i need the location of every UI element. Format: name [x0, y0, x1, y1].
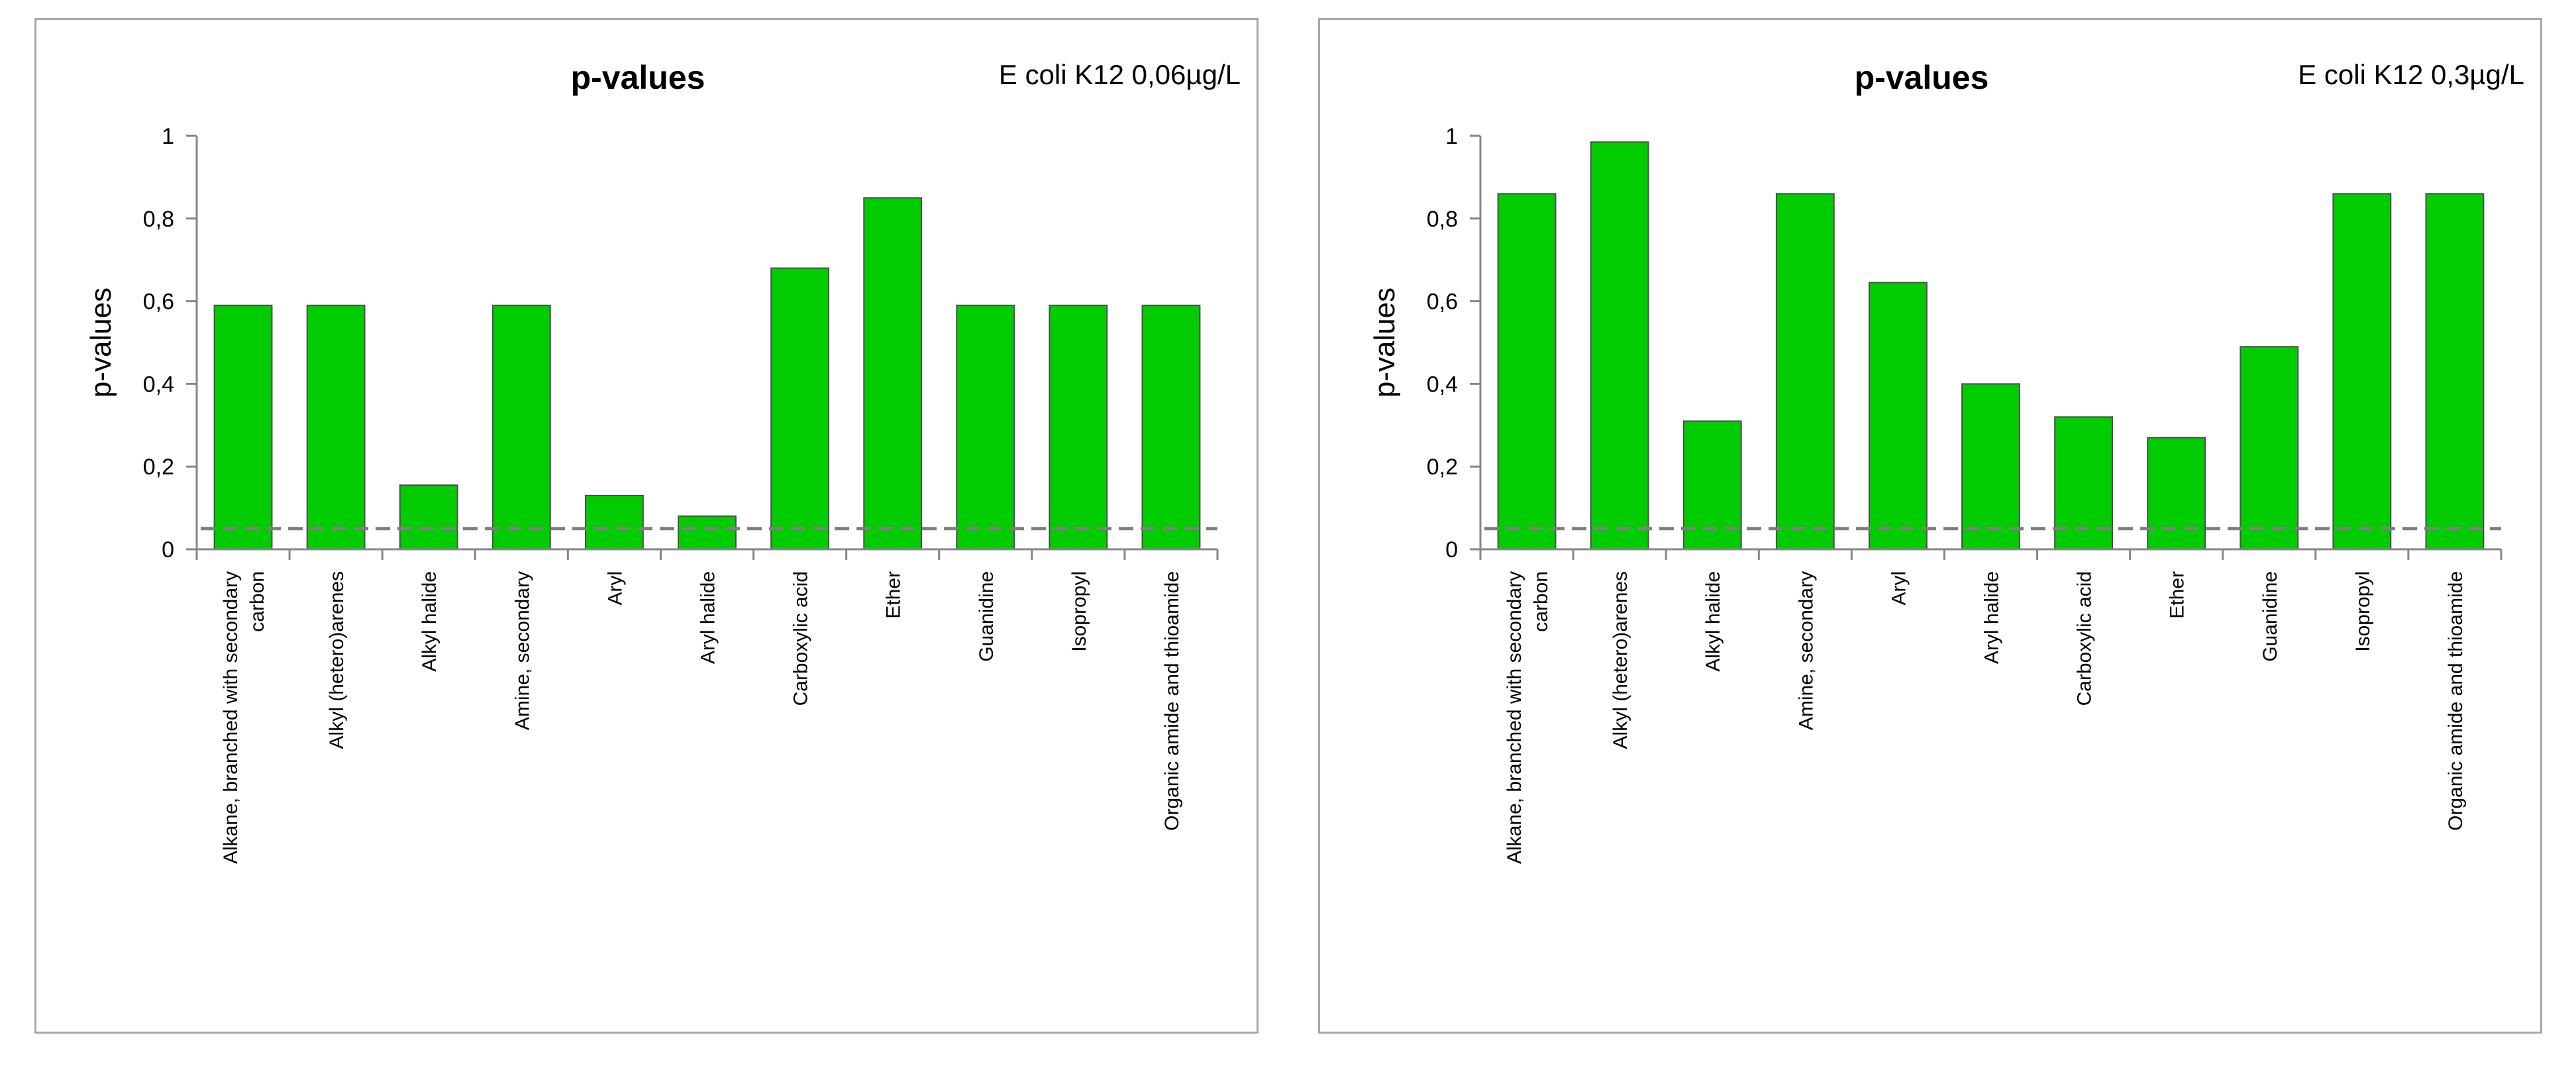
x-category-label: Guanidine: [2259, 571, 2281, 662]
x-category-label: Ether: [2167, 571, 2189, 619]
x-category-label: Carboxylic acid: [2074, 571, 2096, 706]
bar: [863, 197, 923, 551]
bar: [678, 515, 737, 551]
bar: [1775, 193, 1835, 550]
x-category-label: Aryl halide: [697, 571, 719, 664]
x-category-label: Alkane, branched with secondary: [220, 571, 242, 864]
y-axis-label: p-values: [85, 288, 117, 398]
chart-svg-right: p-values E coli K12 0,3µg/L p-values 0 0,2 0,…: [1368, 59, 2524, 864]
y-tick-label: 0,8: [1427, 207, 1458, 232]
bar: [399, 484, 458, 551]
x-category-label: Guanidine: [976, 571, 998, 662]
chart-title: p-values: [571, 59, 705, 96]
bar: [2425, 193, 2485, 550]
x-category-label: Alkyl (hetero)arenes: [326, 571, 348, 749]
x-category-label: Amine, secondary: [511, 571, 533, 730]
y-tick-label: 0,8: [143, 207, 174, 232]
bar: [1590, 141, 1649, 551]
bar: [1049, 304, 1108, 550]
x-category-label: Alkyl halide: [419, 571, 440, 672]
bar: [1141, 304, 1201, 550]
bar: [491, 304, 551, 550]
chart-subtitle: E coli K12 0,3µg/L: [2298, 59, 2524, 90]
bar: [1961, 383, 2020, 551]
bar: [213, 304, 273, 550]
chart-panel-right: p-values E coli K12 0,3µg/L p-values 0 0,2 0,…: [1318, 18, 2542, 1034]
x-category-label: Isopropyl: [2352, 571, 2374, 652]
x-category-label: Carboxylic acid: [790, 571, 812, 706]
x-category-label: Organic amide and thioamide: [1161, 571, 1183, 831]
x-category-label: Amine, secondary: [1795, 571, 1817, 730]
x-category-label: Isopropyl: [1068, 571, 1090, 652]
bar: [770, 267, 830, 550]
x-category-label: Aryl halide: [1981, 571, 2003, 664]
y-tick-label: 0: [162, 537, 174, 563]
x-category-label: Alkyl halide: [1702, 571, 1724, 672]
y-tick-label: 0,4: [143, 372, 174, 397]
y-tick-label: 0,2: [1427, 455, 1458, 480]
x-category-label: Ether: [883, 571, 905, 619]
bar: [306, 304, 366, 550]
x-category-label: carbon: [246, 571, 268, 632]
y-tick-label: 0,2: [143, 455, 174, 480]
x-category-label: carbon: [1530, 571, 1552, 632]
chart-subtitle: E coli K12 0,06µg/L: [999, 59, 1241, 90]
chart-title: p-values: [1855, 59, 1989, 96]
chart-panel-left: p-values E coli K12 0,06µg/L p-values 0 0,2 0…: [34, 18, 1259, 1034]
y-tick-label: 1: [1445, 124, 1458, 149]
y-tick-label: 0,6: [143, 290, 174, 315]
bar: [956, 304, 1015, 550]
bar: [584, 494, 644, 551]
y-tick-label: 0: [1445, 537, 1458, 563]
y-axis-label: p-values: [1368, 288, 1401, 398]
x-category-label: Aryl: [1888, 571, 1910, 606]
y-tick-label: 1: [162, 124, 174, 149]
bar: [2332, 193, 2392, 550]
chart-svg-left: p-values E coli K12 0,06µg/L p-values 0 0,2 0…: [85, 59, 1241, 864]
bar: [1868, 282, 1928, 550]
bar: [1497, 193, 1557, 550]
y-tick-label: 0,4: [1427, 372, 1458, 397]
x-category-label: Alkyl (hetero)arenes: [1610, 571, 1631, 749]
bar: [2147, 437, 2206, 551]
x-category-label: Alkane, branched with secondary: [1504, 571, 1525, 864]
y-tick-label: 0,6: [1427, 290, 1458, 315]
x-category-label: Organic amide and thioamide: [2445, 571, 2467, 831]
x-category-label: Aryl: [604, 571, 626, 606]
bar: [2240, 346, 2299, 550]
